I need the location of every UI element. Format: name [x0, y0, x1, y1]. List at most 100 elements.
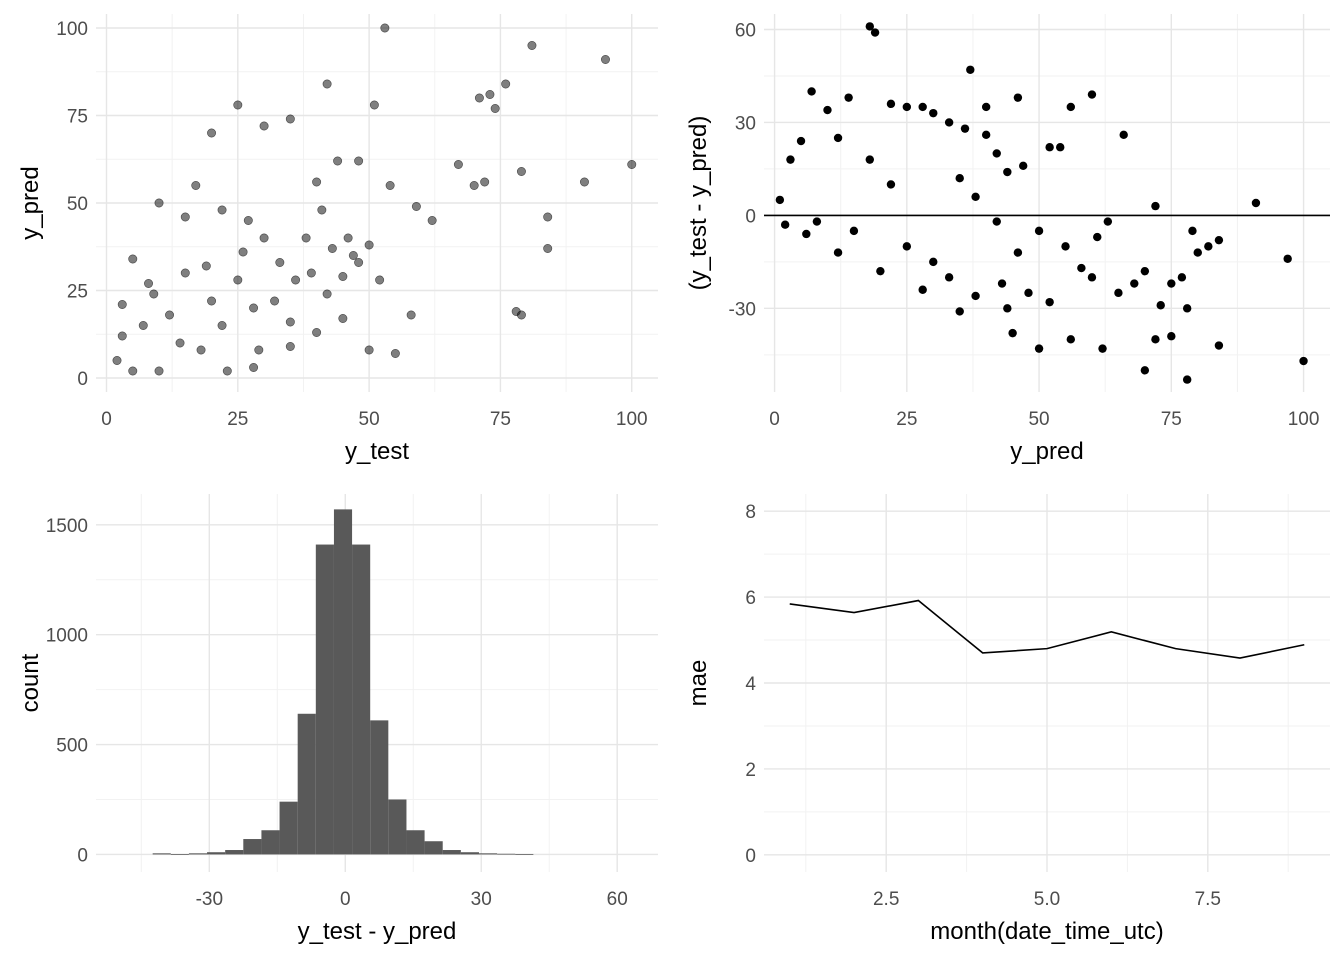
- data-point: [876, 266, 885, 276]
- y-tick-label: 75: [67, 107, 88, 128]
- data-point: [1119, 130, 1128, 140]
- data-point: [849, 226, 859, 236]
- histogram-bar: [370, 720, 389, 855]
- data-point: [1283, 254, 1292, 263]
- data-point: [1093, 232, 1102, 242]
- data-point: [233, 275, 243, 285]
- data-point: [944, 118, 954, 127]
- data-point: [886, 99, 896, 109]
- panel-scatter-pred-vs-test: 0 25 50 75 100 0 25 50 75 100 y_test y_pred: [17, 14, 658, 465]
- histogram-bar: [243, 839, 262, 855]
- data-point: [469, 181, 479, 191]
- data-point: [1177, 273, 1187, 282]
- data-point: [254, 345, 264, 355]
- data-point: [1013, 248, 1023, 257]
- data-point: [865, 22, 874, 31]
- data-point: [1130, 279, 1139, 288]
- data-point: [1045, 143, 1054, 152]
- data-point: [201, 261, 211, 271]
- data-point: [117, 299, 127, 309]
- data-point: [902, 242, 912, 251]
- histogram-bar: [207, 852, 226, 855]
- data-point: [1024, 288, 1033, 298]
- data-point: [579, 177, 589, 187]
- data-point: [955, 307, 964, 316]
- y-tick-label: 0: [745, 846, 756, 867]
- data-point: [1214, 341, 1224, 350]
- data-point: [1066, 335, 1076, 344]
- data-point: [543, 244, 553, 254]
- x-tick-label: 75: [1161, 409, 1182, 430]
- x-axis-title: y_pred: [1010, 438, 1083, 465]
- x-tick-label: 0: [101, 409, 112, 430]
- histogram-bar: [315, 544, 334, 855]
- data-point: [886, 180, 896, 189]
- y-tick-label: 0: [77, 845, 88, 866]
- data-point: [865, 155, 874, 164]
- y-tick-label: 60: [735, 20, 756, 41]
- panel-residual-histogram: -30 0 30 60 0 500 1000 1500 y_test - y_pred count: [17, 494, 658, 945]
- series-line: [789, 599, 1305, 659]
- data-point: [112, 355, 122, 365]
- data-point: [327, 244, 337, 254]
- data-point: [1114, 288, 1123, 298]
- y-tick-label: 500: [56, 736, 88, 757]
- data-point: [1087, 273, 1097, 282]
- data-point: [997, 279, 1007, 288]
- histogram-bar: [261, 830, 280, 855]
- data-point: [780, 220, 790, 229]
- data-point: [411, 202, 421, 212]
- data-point: [775, 195, 785, 205]
- histogram-bar: [406, 830, 425, 855]
- data-point: [992, 149, 1001, 158]
- data-point: [1182, 375, 1192, 384]
- histogram-bar: [333, 509, 353, 855]
- data-point: [1003, 167, 1012, 177]
- data-point: [322, 79, 332, 89]
- data-point: [390, 348, 400, 358]
- data-point: [149, 289, 159, 299]
- y-axis-title: count: [17, 653, 44, 712]
- data-point: [1193, 248, 1202, 257]
- data-point: [485, 90, 495, 100]
- data-point: [902, 102, 912, 112]
- data-point: [480, 177, 490, 187]
- data-point: [527, 40, 537, 50]
- x-tick-label: 25: [896, 409, 917, 430]
- data-point: [364, 345, 374, 355]
- data-point: [375, 275, 385, 285]
- data-point: [453, 160, 463, 170]
- data-point: [138, 320, 148, 330]
- y-tick-label: 4: [745, 674, 756, 695]
- x-tick-label: 60: [607, 889, 628, 910]
- data-point: [833, 133, 843, 143]
- histogram-bar: [152, 853, 171, 855]
- data-point: [1188, 226, 1197, 236]
- histogram-bar: [497, 853, 516, 855]
- data-point: [516, 310, 526, 320]
- data-point: [196, 345, 206, 355]
- data-point: [165, 310, 175, 320]
- data-point: [285, 114, 295, 124]
- data-point: [249, 362, 259, 372]
- data-point: [802, 229, 811, 239]
- data-point: [1151, 201, 1160, 211]
- data-point: [285, 341, 295, 351]
- data-point: [796, 136, 806, 146]
- data-point: [249, 303, 259, 313]
- data-point: [285, 317, 295, 327]
- data-point: [833, 248, 843, 257]
- data-point: [1204, 242, 1213, 251]
- y-tick-label: 1000: [46, 626, 88, 647]
- data-point: [823, 105, 832, 115]
- data-point: [1151, 335, 1160, 344]
- y-tick-label: 8: [745, 502, 756, 523]
- data-point: [217, 205, 227, 215]
- data-point: [929, 108, 938, 118]
- data-point: [1045, 297, 1054, 307]
- histogram-bar: [188, 853, 208, 855]
- data-point: [180, 212, 190, 222]
- data-point: [385, 181, 395, 191]
- data-point: [354, 257, 364, 267]
- data-point: [1034, 344, 1044, 353]
